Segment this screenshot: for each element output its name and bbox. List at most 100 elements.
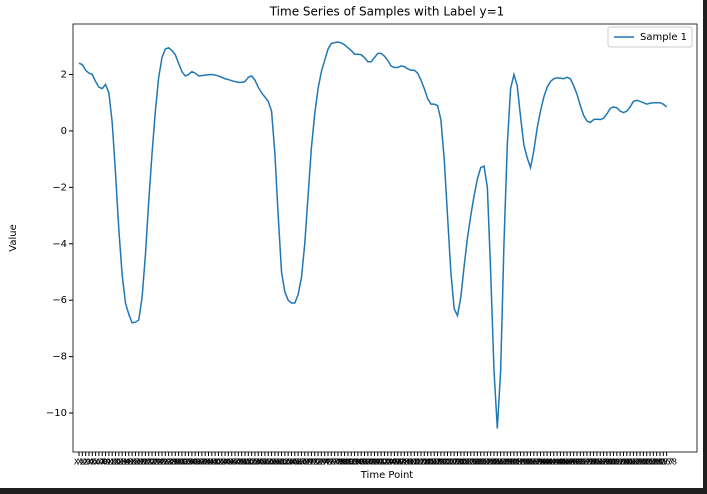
x-tick-label: X50 xyxy=(234,458,250,467)
x-tick-label: X78 xyxy=(327,458,343,467)
x-tick-label: X36 xyxy=(187,458,203,467)
x-tick-label: X109 xyxy=(427,458,448,467)
x-tick-label: X37 xyxy=(191,458,207,467)
x-tick-label: X172 xyxy=(636,458,657,467)
y-axis-label: Value xyxy=(8,224,19,251)
x-tick-label: X11 xyxy=(104,458,120,467)
x-tick-label: X17 xyxy=(124,458,140,467)
x-tick-label: X70 xyxy=(300,458,316,467)
x-tick-label: X123 xyxy=(474,458,495,467)
x-tick-label: X100 xyxy=(397,458,418,467)
x-tick-label: X148 xyxy=(557,458,578,467)
x-tick-label: X28 xyxy=(161,458,177,467)
x-tick-label: X105 xyxy=(414,458,435,467)
x-tick-label: X23 xyxy=(144,458,160,467)
x-tick-label: X54 xyxy=(247,458,263,467)
x-tick-label: X92 xyxy=(373,458,389,467)
x-tick-label: X33 xyxy=(177,458,193,467)
x-tick-label: X73 xyxy=(310,458,326,467)
x-tick-label: X44 xyxy=(214,458,230,467)
x-tick-label: X96 xyxy=(387,458,403,467)
x-tick-label: X149 xyxy=(560,458,581,467)
x-tick-label: X141 xyxy=(533,458,554,467)
x-tick-label: X8 xyxy=(97,458,108,467)
x-tick-label: X137 xyxy=(520,458,541,467)
x-tick-label: X144 xyxy=(543,458,564,467)
x-tick-label: X160 xyxy=(597,458,618,467)
x-tick-label: X47 xyxy=(224,458,240,467)
x-tick-label: X99 xyxy=(397,458,413,467)
x-tick-label: X48 xyxy=(227,458,243,467)
x-tick-label: X82 xyxy=(340,458,356,467)
x-tick-label: X18 xyxy=(128,458,144,467)
line-series xyxy=(78,41,668,429)
x-tick-label: X116 xyxy=(450,458,471,467)
y-tick-label: −2 xyxy=(52,182,67,193)
x-tick-label: X139 xyxy=(527,458,548,467)
y-tick-label: 0 xyxy=(61,126,67,137)
x-tick-label: X120 xyxy=(464,458,485,467)
x-tick-label: X152 xyxy=(570,458,591,467)
x-tick-label: X38 xyxy=(194,458,210,467)
x-tick-label: X122 xyxy=(470,458,491,467)
x-tick-label: X87 xyxy=(357,458,373,467)
x-tick-label: X51 xyxy=(237,458,253,467)
x-tick-label: X93 xyxy=(377,458,393,467)
x-tick-label: X164 xyxy=(610,458,631,467)
x-tick-label: X175 xyxy=(646,458,667,467)
x-tick-label: X115 xyxy=(447,458,468,467)
x-tick-label: X150 xyxy=(563,458,584,467)
x-tick-label: X52 xyxy=(240,458,256,467)
x-tick-label: X171 xyxy=(633,458,654,467)
chart-title: Time Series of Samples with Label y=1 xyxy=(269,5,505,19)
y-tick-label: −10 xyxy=(46,408,67,419)
x-tick-label: X63 xyxy=(277,458,293,467)
x-tick-label: X77 xyxy=(323,458,339,467)
x-tick-label: X26 xyxy=(154,458,170,467)
x-tick-label: X34 xyxy=(181,458,197,467)
x-tick-label: X69 xyxy=(297,458,313,467)
x-tick-label: X136 xyxy=(517,458,538,467)
x-tick-label: X166 xyxy=(616,458,637,467)
x-tick-label: X128 xyxy=(490,458,511,467)
x-tick-label: X108 xyxy=(424,458,445,467)
x-tick-label: X90 xyxy=(367,458,383,467)
x-tick-label: X145 xyxy=(547,458,568,467)
x-tick-label: X19 xyxy=(131,458,147,467)
x-tick-label: X94 xyxy=(380,458,396,467)
x-tick-label: X102 xyxy=(404,458,425,467)
x-tick-label: X20 xyxy=(134,458,150,467)
x-tick-label: X49 xyxy=(231,458,247,467)
x-tick-label: X140 xyxy=(530,458,551,467)
x-tick-label: X12 xyxy=(108,458,124,467)
x-tick-label: X61 xyxy=(270,458,286,467)
x-tick-label: X64 xyxy=(280,458,296,467)
x-tick-label: X95 xyxy=(383,458,399,467)
x-tick-label: X134 xyxy=(510,458,531,467)
x-axis-label: Time Point xyxy=(360,470,414,481)
x-tick-label: X14 xyxy=(114,458,130,467)
x-tick-label: X9 xyxy=(100,458,111,467)
x-tick-label: X97 xyxy=(390,458,406,467)
x-tick-label: X163 xyxy=(606,458,627,467)
x-tick-label: X135 xyxy=(514,458,535,467)
x-tick-label: X142 xyxy=(537,458,558,467)
x-tick-label: X31 xyxy=(171,458,187,467)
x-tick-label: X101 xyxy=(401,458,422,467)
x-tick-label: X167 xyxy=(620,458,641,467)
x-tick-label: X2 xyxy=(77,458,88,467)
x-tick-label: X176 xyxy=(650,458,671,467)
x-tick-label: X132 xyxy=(504,458,525,467)
plot-frame xyxy=(72,23,698,453)
x-tick-label: X27 xyxy=(157,458,173,467)
x-tick-label: X154 xyxy=(577,458,598,467)
x-tick-label: X15 xyxy=(118,458,134,467)
x-tick-label: X107 xyxy=(421,458,442,467)
x-tick-label: X45 xyxy=(217,458,233,467)
x-tick-label: X124 xyxy=(477,458,498,467)
x-tick-label: X113 xyxy=(440,458,461,467)
x-tick-label: X110 xyxy=(431,458,452,467)
x-tick-label: X40 xyxy=(201,458,217,467)
x-tick-label: X170 xyxy=(630,458,651,467)
